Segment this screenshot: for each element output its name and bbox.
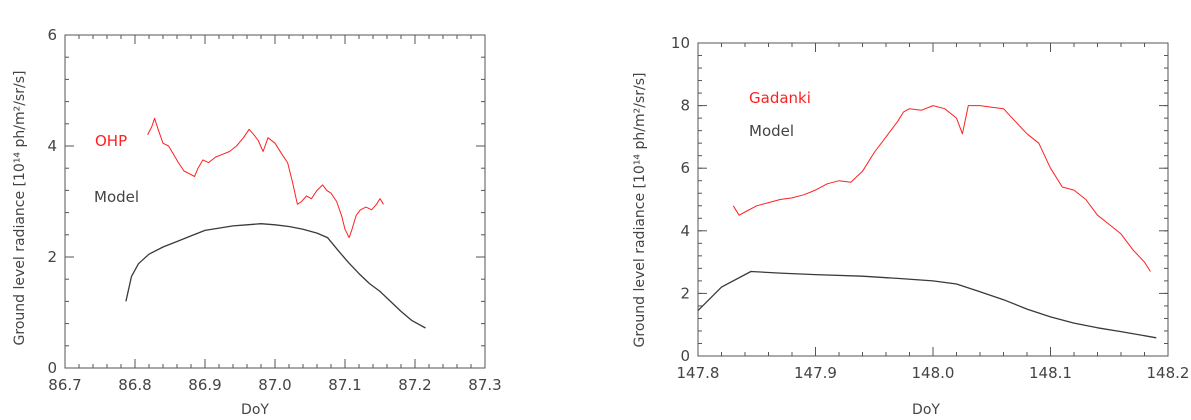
x-tick-label: 87.1 xyxy=(328,376,361,394)
y-tick-label: 2 xyxy=(680,284,690,302)
y-tick-label: 8 xyxy=(680,97,690,115)
x-tick-label: 148.0 xyxy=(912,364,955,382)
x-tick-label: 87.3 xyxy=(468,376,501,394)
y-tick-label: 2 xyxy=(47,248,57,266)
x-tick-label: 86.9 xyxy=(188,376,221,394)
series-line-model xyxy=(697,270,1157,339)
y-tick-label: 10 xyxy=(671,34,690,52)
y-tick-label: 0 xyxy=(680,347,690,365)
chart-ohp: Ground level radiance [10¹⁴ ph/m²/sr/s] … xyxy=(12,26,502,418)
x-tick-label: 87.0 xyxy=(258,376,291,394)
x-tick-label: 147.9 xyxy=(794,364,837,382)
ylabel-left: Ground level radiance [10¹⁴ ph/m²/sr/s] xyxy=(12,71,28,346)
xlabel-left: DoY xyxy=(241,402,269,418)
series-line-gadanki xyxy=(732,105,1151,272)
xlabel-right: DoY xyxy=(912,402,940,418)
ylabel-right: Ground level radiance [10¹⁴ ph/m²/sr/s] xyxy=(632,73,648,348)
y-tick-label: 0 xyxy=(47,359,57,377)
series-line-model xyxy=(125,223,426,329)
x-tick-label: 86.8 xyxy=(118,376,151,394)
y-tick-label: 6 xyxy=(47,26,57,44)
legend-model-left: Model xyxy=(94,188,139,206)
legend-model-right: Model xyxy=(749,122,794,140)
x-tick-label: 87.2 xyxy=(398,376,431,394)
y-tick-label: 6 xyxy=(680,159,690,177)
legend-gadanki: Gadanki xyxy=(749,89,811,107)
y-tick-label: 4 xyxy=(680,222,690,240)
chart-gadanki: Ground level radiance [10¹⁴ ph/m²/sr/s] … xyxy=(632,34,1189,418)
legend-ohp: OHP xyxy=(95,132,127,150)
y-tick-label: 4 xyxy=(47,137,57,155)
x-tick-label: 148.2 xyxy=(1147,364,1190,382)
x-tick-label: 86.7 xyxy=(48,376,81,394)
series-line-ohp xyxy=(147,117,384,239)
x-tick-label: 148.1 xyxy=(1029,364,1072,382)
x-tick-label: 147.8 xyxy=(677,364,720,382)
